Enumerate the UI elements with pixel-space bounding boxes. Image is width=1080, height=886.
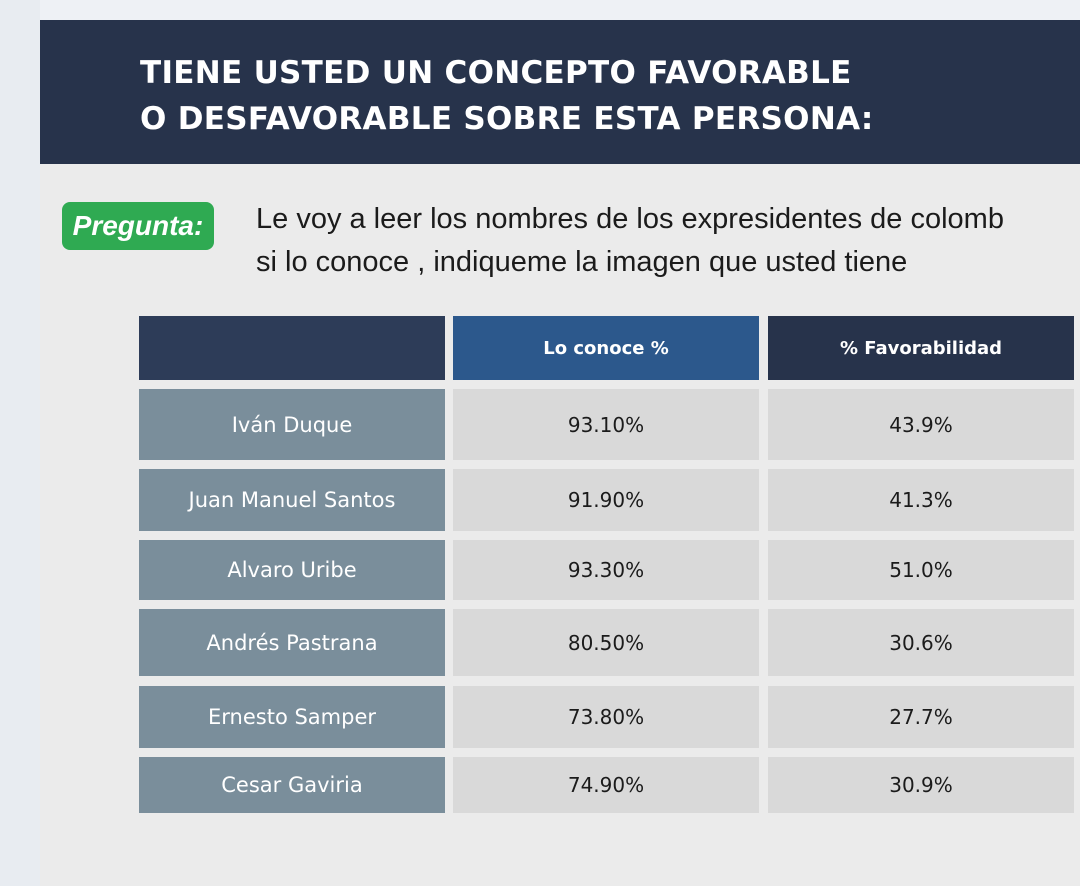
row-conoce-cell: 80.50% bbox=[453, 609, 759, 676]
row-conoce-cell: 93.10% bbox=[453, 389, 759, 460]
row-favorabilidad-cell: 30.9% bbox=[768, 757, 1074, 813]
row-name-cell: Andrés Pastrana bbox=[139, 609, 445, 676]
row-conoce-cell: 73.80% bbox=[453, 686, 759, 748]
row-name-cell: Alvaro Uribe bbox=[139, 540, 445, 600]
row-name-cell: Cesar Gaviria bbox=[139, 757, 445, 813]
row-name-cell: Ernesto Samper bbox=[139, 686, 445, 748]
row-name-cell: Iván Duque bbox=[139, 389, 445, 460]
header-favorabilidad: % Favorabilidad bbox=[768, 316, 1074, 380]
page-title: TIENE USTED UN CONCEPTO FAVORABLE O DESF… bbox=[140, 55, 874, 137]
header-conoce: Lo conoce % bbox=[453, 316, 759, 380]
row-favorabilidad-cell: 43.9% bbox=[768, 389, 1074, 460]
results-table: Lo conoce % % Favorabilidad Iván Duque 93… bbox=[139, 316, 1074, 814]
question-badge: Pregunta: bbox=[62, 202, 214, 250]
title-banner: TIENE USTED UN CONCEPTO FAVORABLE O DESF… bbox=[40, 20, 1080, 164]
row-conoce-cell: 93.30% bbox=[453, 540, 759, 600]
row-name-cell: Juan Manuel Santos bbox=[139, 469, 445, 531]
header-blank-cell bbox=[139, 316, 445, 380]
row-conoce-cell: 91.90% bbox=[453, 469, 759, 531]
question-text: Le voy a leer los nombres de los expresi… bbox=[256, 203, 1004, 278]
slide-card: TIENE USTED UN CONCEPTO FAVORABLE O DESF… bbox=[40, 20, 1080, 886]
row-favorabilidad-cell: 27.7% bbox=[768, 686, 1074, 748]
row-conoce-cell: 74.90% bbox=[453, 757, 759, 813]
top-strip bbox=[40, 0, 1080, 20]
row-favorabilidad-cell: 51.0% bbox=[768, 540, 1074, 600]
row-favorabilidad-cell: 30.6% bbox=[768, 609, 1074, 676]
row-favorabilidad-cell: 41.3% bbox=[768, 469, 1074, 531]
